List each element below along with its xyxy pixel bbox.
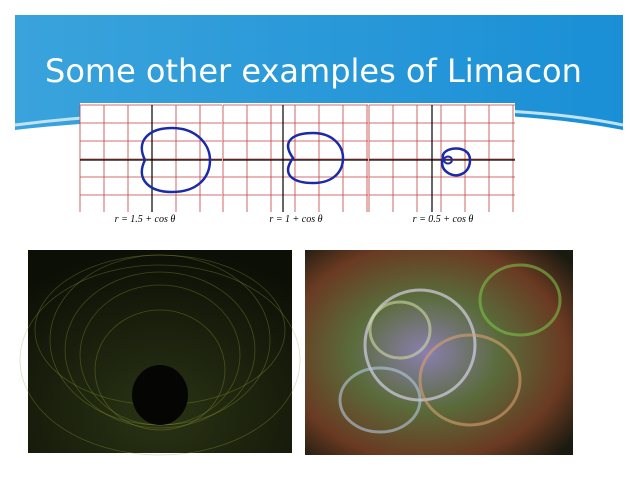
limacon-curve bbox=[140, 126, 212, 194]
limacon-graphs bbox=[79, 103, 515, 228]
inner-loop bbox=[443, 155, 453, 165]
string-art-image bbox=[19, 250, 301, 456]
graph-bg bbox=[80, 103, 515, 228]
cardioid-curve bbox=[286, 131, 345, 185]
header-band bbox=[15, 15, 623, 130]
caption: r = 1 + cos θ bbox=[269, 214, 322, 225]
caption: r = 1.5 + cos θ bbox=[115, 214, 176, 225]
slide-title: Some other examples of Limacon bbox=[45, 52, 582, 90]
limacon-loop-curve bbox=[440, 147, 472, 177]
fractal-image bbox=[305, 250, 573, 455]
caption: r = 0.5 + cos θ bbox=[413, 214, 474, 225]
